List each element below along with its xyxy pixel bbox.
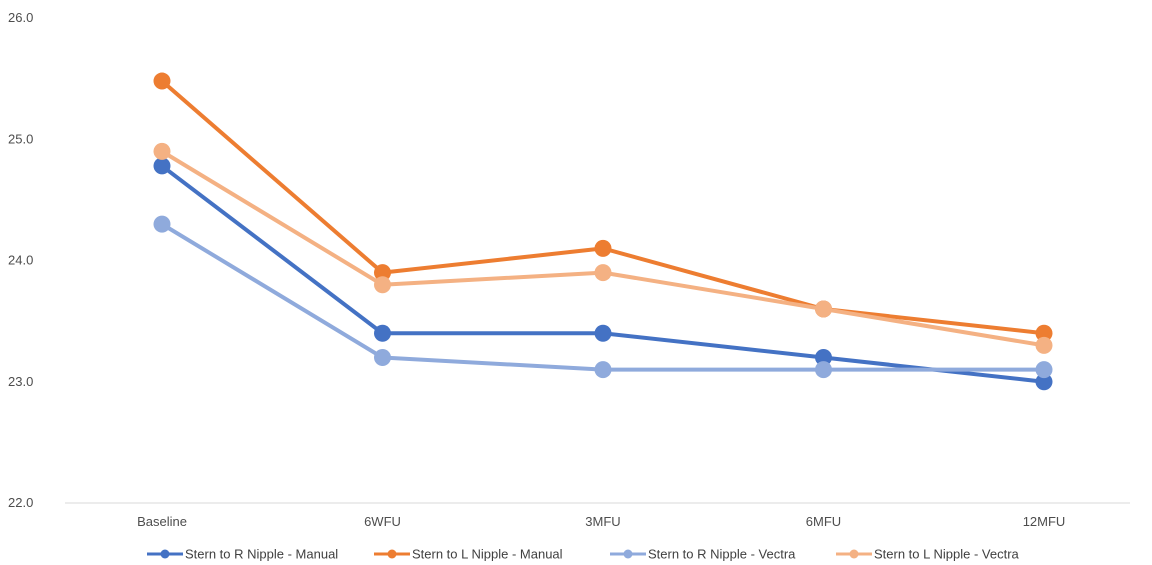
data-point <box>594 324 612 342</box>
legend: Stern to R Nipple - Manual Stern to L Nip… <box>147 547 1020 562</box>
data-point <box>374 324 391 342</box>
data-point <box>594 264 612 282</box>
x-tick-label: 3MFU <box>585 514 620 529</box>
data-point <box>374 349 391 366</box>
data-point <box>153 215 171 233</box>
y-tick-label: 25.0 <box>8 131 33 146</box>
legend-item: Stern to R Nipple - Vectra <box>610 547 796 562</box>
legend-label: Stern to R Nipple - Vectra <box>648 547 796 562</box>
data-point <box>594 361 612 379</box>
series-3 <box>153 215 1053 379</box>
x-tick-label: 6MFU <box>806 514 841 529</box>
series-line <box>160 79 1046 336</box>
legend-marker <box>160 549 170 559</box>
data-point <box>153 142 171 160</box>
legend-marker <box>387 549 397 559</box>
legend-label: Stern to L Nipple - Vectra <box>874 547 1020 562</box>
data-point <box>374 264 391 282</box>
data-point <box>815 349 832 366</box>
data-point <box>153 72 171 90</box>
series-4 <box>153 142 1053 354</box>
data-point <box>594 239 612 257</box>
data-point <box>815 361 832 379</box>
data-point <box>1035 373 1053 391</box>
y-tick-label: 24.0 <box>8 253 33 268</box>
data-point <box>1035 361 1053 379</box>
data-point <box>1035 324 1053 342</box>
data-point <box>374 276 391 294</box>
x-tick-label: Baseline <box>137 514 187 529</box>
y-tick-label: 22.0 <box>8 495 33 510</box>
legend-label: Stern to R Nipple - Manual <box>185 547 338 562</box>
legend-item: Stern to L Nipple - Vectra <box>836 547 1020 562</box>
legend-marker <box>849 549 859 559</box>
data-point <box>815 300 832 318</box>
x-tick-label: 6WFU <box>364 514 401 529</box>
series-1 <box>153 157 1053 391</box>
axis-layer: 22.0 23.0 24.0 25.0 26.0 Baseline 6WFU 3MFU 6MFU… <box>8 10 1065 529</box>
legend-item: Stern to R Nipple - Manual <box>147 547 338 562</box>
legend-item: Stern to L Nipple - Manual <box>374 547 563 562</box>
y-tick-label: 23.0 <box>8 374 33 389</box>
series-layer <box>153 72 1053 391</box>
y-tick-label: 26.0 <box>8 10 33 25</box>
legend-marker <box>623 549 633 559</box>
data-point <box>153 157 171 175</box>
data-point <box>1035 336 1053 354</box>
legend-label: Stern to L Nipple - Manual <box>412 547 563 562</box>
x-tick-label: 12MFU <box>1023 514 1066 529</box>
